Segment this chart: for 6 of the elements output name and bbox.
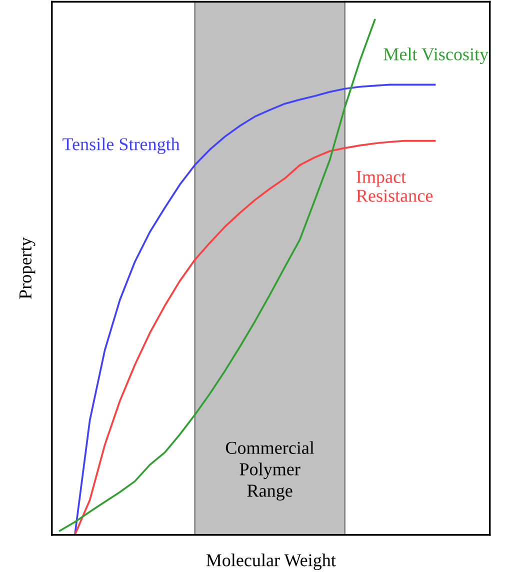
series-label: Tensile Strength (62, 138, 180, 154)
annotation: Commercial Polymer Range (226, 441, 314, 501)
series-label: Impact Resistance (356, 170, 433, 202)
series-label: Melt Viscosity (384, 48, 488, 64)
y-axis-title: Property (20, 237, 36, 299)
x-axis-title: Molecular Weight (206, 554, 336, 570)
